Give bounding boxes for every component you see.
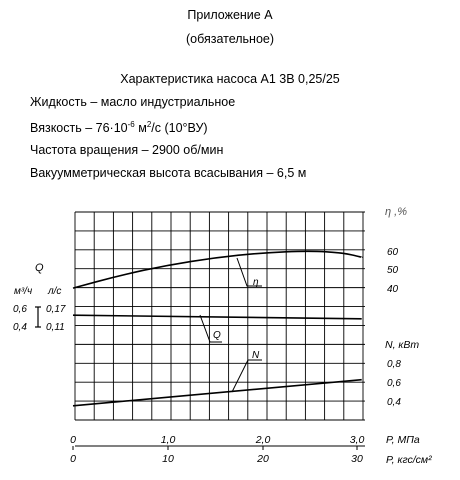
series-eta-line	[72, 250, 363, 289]
n-leader	[231, 359, 262, 393]
viscosity-line: Вязкость – 76·10-6 м2/с (10°ВУ)	[30, 120, 208, 135]
x-tick-kgf-0: 0	[70, 453, 76, 465]
q-tick-ls-0: 0,17	[46, 304, 66, 315]
n-tick-04: 0,4	[387, 397, 401, 408]
q-range-bracket	[35, 306, 41, 328]
x-axis-kgf-label: P, кгс/см²	[386, 454, 432, 466]
liquid-line: Жидкость – масло индустриальное	[30, 95, 236, 109]
pump-characteristic-title: Характеристика насоса А1 3В 0,25/25	[120, 72, 340, 86]
eta-axis-label: η ,%	[385, 206, 407, 218]
appendix-mandatory: (обязательное)	[185, 32, 275, 46]
suction-line: Вакуумметрическая высота всасывания – 6,…	[30, 166, 307, 180]
q-unit-ls: л/с	[47, 286, 61, 297]
series-q-line	[72, 314, 362, 320]
x-tick-mpa-3: 3,0	[350, 434, 365, 446]
appendix-title: Приложение А	[187, 8, 273, 22]
n-axis-label: N, кВт	[385, 339, 419, 351]
viscosity-exponent: -6	[127, 120, 135, 129]
x-tick-mpa-2: 2,0	[255, 434, 271, 446]
x-axis-mpa-label: P, МПа	[386, 434, 420, 446]
eta-tick-60: 60	[387, 247, 399, 258]
series-n-line	[72, 378, 362, 407]
q-tick-m3h-0: 0,6	[13, 304, 27, 315]
x-tick-mpa-0: 0	[70, 434, 76, 446]
q-unit-m3h: м³/ч	[14, 286, 32, 297]
eta-curve-label: η	[253, 277, 259, 288]
n-tick-06: 0,6	[387, 378, 401, 389]
eta-tick-40: 40	[387, 284, 399, 295]
viscosity-unit-exponent: 2	[146, 120, 152, 129]
q-tick-ls-1: 0,11	[46, 322, 65, 333]
viscosity-unit: м	[134, 121, 147, 136]
chart-grid	[74, 211, 365, 421]
q-axis-label: Q	[35, 262, 44, 274]
x-axis-ticks	[72, 446, 358, 450]
x-tick-mpa-1: 1,0	[161, 434, 176, 446]
speed-line: Частота вращения – 2900 об/мин	[30, 143, 224, 157]
eta-tick-50: 50	[387, 265, 399, 276]
n-line-label: N	[252, 350, 260, 361]
q-line-label: Q	[213, 330, 221, 341]
q-tick-m3h-1: 0,4	[13, 322, 27, 333]
x-tick-kgf-1: 10	[162, 453, 174, 465]
q-leader	[199, 314, 222, 343]
x-tick-kgf-3: 30	[351, 453, 363, 465]
chart-curves	[72, 250, 363, 407]
eta-leader	[236, 257, 262, 287]
viscosity-prefix: Вязкость – 76·10	[30, 121, 128, 136]
x-tick-kgf-2: 20	[256, 453, 269, 465]
n-tick-08: 0,8	[387, 359, 401, 370]
viscosity-suffix: /с (10°ВУ)	[151, 121, 208, 136]
